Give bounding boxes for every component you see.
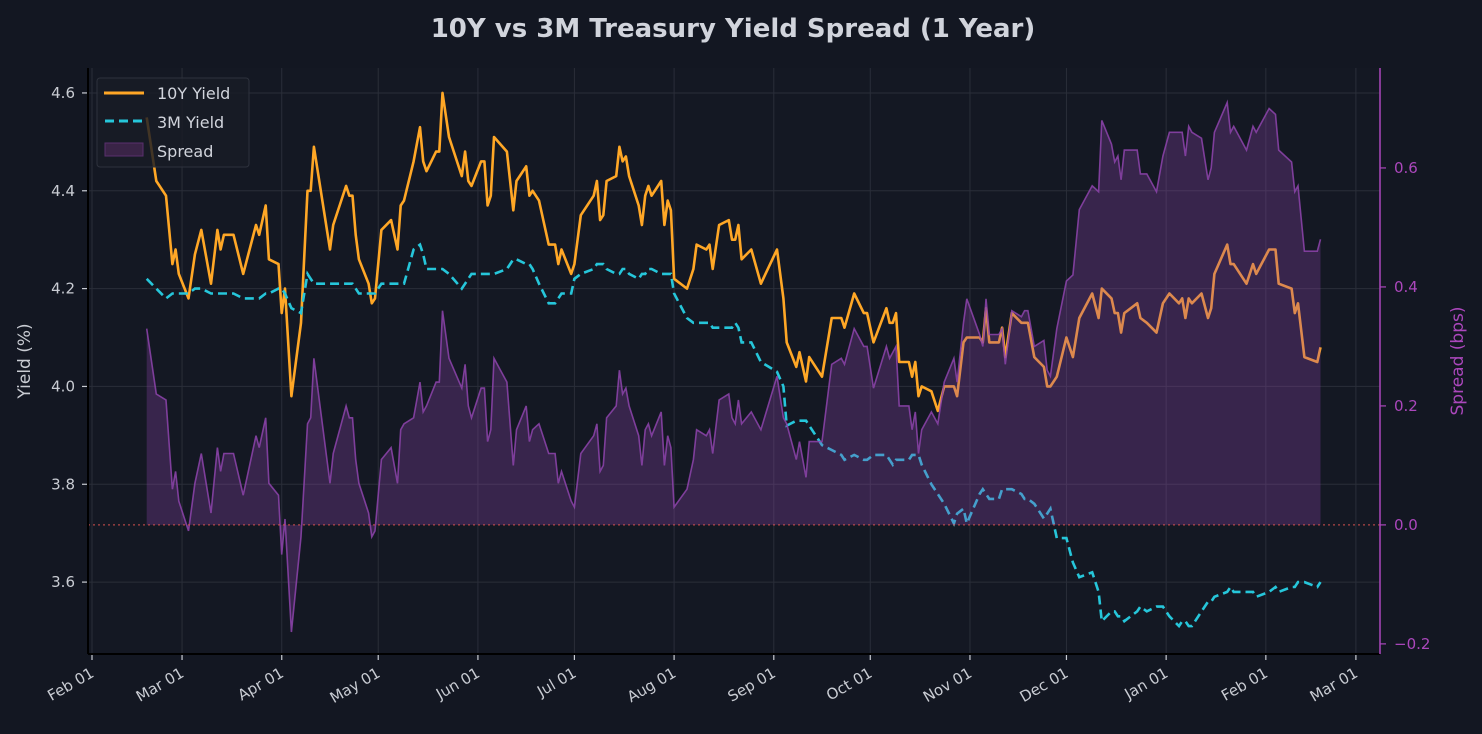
y-tick-label: 4.4 [51, 182, 75, 200]
series-spread-line [145, 99, 1322, 633]
series-10y-yield-line [145, 91, 1322, 413]
y-right-tick-label: 0.2 [1394, 397, 1418, 415]
legend-label-10y: 10Y Yield [157, 84, 230, 103]
series-layer [88, 91, 1380, 633]
y-axis-label-left: Yield (%) [15, 323, 35, 399]
legend-swatch-spread [104, 142, 144, 157]
y-right-tick-label: 0.6 [1394, 159, 1418, 177]
y-tick-label: 4.6 [51, 84, 75, 102]
y-right-tick-label: −0.2 [1394, 635, 1430, 653]
y-axis-label-right: Spread (bps) [1448, 307, 1468, 416]
y-right-tick-label: 0.4 [1394, 278, 1418, 296]
y-right-tick-label: 0.0 [1394, 516, 1418, 534]
y-tick-label: 4.0 [51, 377, 75, 395]
series-3m-yield-line [145, 242, 1322, 629]
legend: 10Y Yield 3M Yield Spread [96, 77, 250, 168]
legend-label-spread: Spread [157, 142, 213, 161]
y-tick-label: 3.8 [51, 475, 75, 493]
grid [88, 68, 1380, 654]
plot-area [88, 68, 1380, 654]
legend-label-3m: 3M Yield [157, 113, 224, 132]
chart-title: 10Y vs 3M Treasury Yield Spread (1 Year) [431, 14, 1036, 44]
y-tick-label: 4.2 [51, 280, 75, 298]
y-tick-label: 3.6 [51, 573, 75, 591]
series-spread-area [146, 102, 1321, 632]
